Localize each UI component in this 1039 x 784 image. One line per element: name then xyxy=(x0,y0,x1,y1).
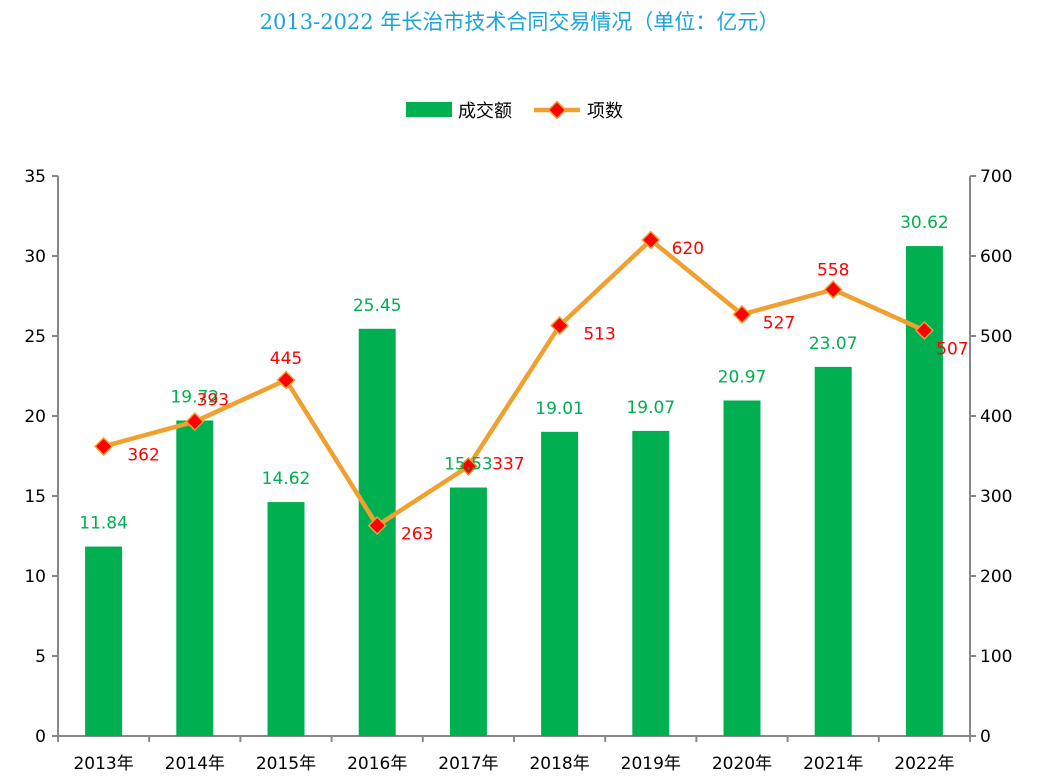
bar-data-label: 11.84 xyxy=(79,514,128,534)
bar-data-label: 30.62 xyxy=(900,213,949,233)
y-right-tick-label: 300 xyxy=(980,487,1012,507)
bar xyxy=(449,487,487,736)
y-left-tick-label: 20 xyxy=(24,407,46,427)
line-data-label: 507 xyxy=(936,339,968,359)
y-left-tick-label: 10 xyxy=(24,567,46,587)
line-marker xyxy=(732,304,752,324)
bar-data-label: 19.07 xyxy=(626,398,675,418)
bar xyxy=(176,420,214,736)
line-marker xyxy=(185,412,205,432)
line-marker xyxy=(276,370,296,390)
line-marker xyxy=(914,320,934,340)
line-data-label: 393 xyxy=(197,391,229,411)
chart-title: 2013-2022 年长治市技术合同交易情况（单位：亿元） xyxy=(259,10,780,34)
bar xyxy=(905,246,943,736)
bar xyxy=(723,400,761,736)
x-tick-label: 2021年 xyxy=(803,754,863,774)
bar-data-label: 19.72 xyxy=(170,387,219,407)
bar xyxy=(541,431,579,736)
bar-data-label: 19.01 xyxy=(535,399,584,419)
bar xyxy=(267,502,305,736)
line-series xyxy=(103,237,926,528)
line-marker xyxy=(823,280,843,300)
line-marker xyxy=(641,230,661,250)
legend-swatch-marker xyxy=(547,100,567,120)
line-data-label: 527 xyxy=(763,313,795,333)
y-left-tick-label: 30 xyxy=(24,247,46,267)
y-left-tick-label: 35 xyxy=(24,167,46,187)
legend-label-count: 项数 xyxy=(587,101,623,122)
bar-data-label: 14.62 xyxy=(262,469,311,489)
bar-data-label: 23.07 xyxy=(809,334,858,354)
line-marker xyxy=(458,456,478,476)
bar xyxy=(632,430,670,736)
line-data-label: 620 xyxy=(672,239,704,259)
y-right-tick-label: 200 xyxy=(980,567,1012,587)
y-right-tick-label: 700 xyxy=(980,167,1012,187)
x-tick-label: 2014年 xyxy=(165,754,225,774)
line-data-label: 558 xyxy=(817,261,849,281)
legend-label-amount: 成交额 xyxy=(458,101,512,122)
line-data-label: 362 xyxy=(127,445,159,465)
y-left-tick-label: 25 xyxy=(24,327,46,347)
x-tick-label: 2016年 xyxy=(347,754,407,774)
line-data-label: 263 xyxy=(401,525,433,545)
x-tick-label: 2017年 xyxy=(438,754,498,774)
bar-data-label: 25.45 xyxy=(353,296,402,316)
bar xyxy=(85,546,123,736)
y-left-tick-label: 0 xyxy=(35,727,46,747)
x-tick-label: 2022年 xyxy=(894,754,954,774)
x-tick-label: 2013年 xyxy=(73,754,133,774)
line-data-label: 337 xyxy=(492,454,524,474)
bar-data-label: 15.53 xyxy=(444,455,493,475)
bar xyxy=(814,366,852,736)
x-tick-label: 2018年 xyxy=(529,754,589,774)
bar-data-label: 20.97 xyxy=(718,367,767,387)
y-right-tick-label: 100 xyxy=(980,647,1012,667)
y-right-tick-label: 0 xyxy=(980,727,991,747)
y-right-tick-label: 600 xyxy=(980,247,1012,267)
y-left-tick-label: 15 xyxy=(24,487,46,507)
line-marker xyxy=(367,516,387,536)
y-left-tick-label: 5 xyxy=(35,647,46,667)
x-tick-label: 2019年 xyxy=(621,754,681,774)
x-tick-label: 2020年 xyxy=(712,754,772,774)
x-tick-label: 2015年 xyxy=(256,754,316,774)
line-data-label: 513 xyxy=(583,325,615,345)
legend-swatch-bar xyxy=(406,102,452,117)
line-marker xyxy=(550,316,570,336)
y-right-tick-label: 400 xyxy=(980,407,1012,427)
y-right-tick-label: 500 xyxy=(980,327,1012,347)
line-data-label: 445 xyxy=(270,349,302,369)
line-marker xyxy=(94,436,114,456)
